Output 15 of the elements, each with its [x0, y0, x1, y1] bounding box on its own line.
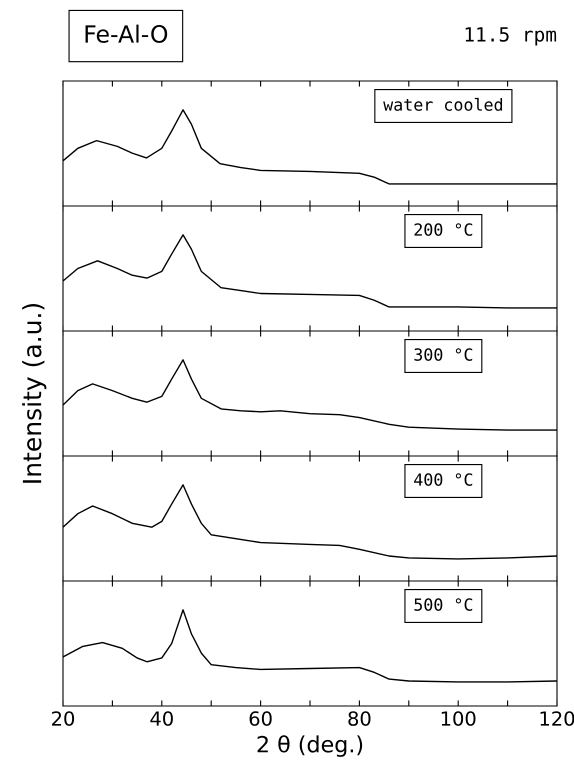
annotation: 200 °C	[414, 223, 472, 236]
annotation: 500 °C	[414, 598, 472, 611]
annotation: water cooled	[383, 98, 502, 111]
annotation: 300 °C	[414, 348, 472, 361]
chart-subtitle: 11.5 rpm	[466, 27, 556, 46]
y-axis-title: Intensity (a.u.)	[22, 304, 46, 483]
x-tick-label: 60	[250, 711, 272, 726]
x-tick-label: 40	[150, 711, 173, 726]
x-tick-label: 20	[52, 711, 74, 726]
x-tick-label: 80	[348, 711, 370, 726]
x-tick-label: 120	[540, 711, 574, 726]
x-tick-label: 100	[442, 711, 476, 726]
x-axis-title: 2 θ (deg.)	[258, 735, 362, 757]
chart-title: Fe-Al-O	[86, 24, 168, 43]
annotation: 400 °C	[414, 473, 472, 486]
